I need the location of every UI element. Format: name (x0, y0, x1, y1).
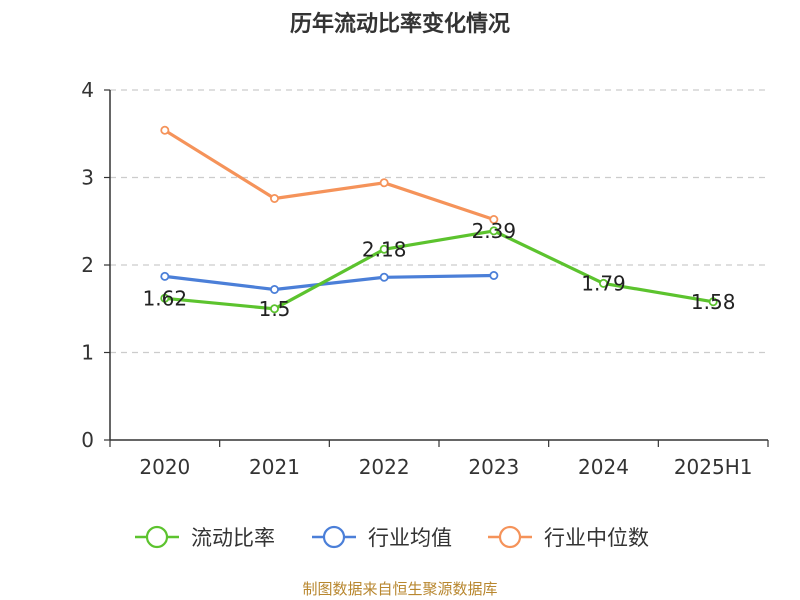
y-tick-label: 4 (81, 78, 94, 102)
data-label: 1.58 (691, 290, 736, 314)
x-tick-label: 2024 (578, 455, 629, 479)
data-point (599, 278, 609, 288)
series-lines (160, 125, 718, 314)
data-point (379, 244, 389, 254)
legend-marker (145, 525, 169, 549)
y-tick-label: 0 (81, 428, 94, 452)
data-point (269, 284, 279, 294)
data-labels: 1.62 1.5 2.18 2.39 1.79 1.58 (143, 219, 736, 321)
x-tick-label: 2020 (139, 455, 190, 479)
series-line (163, 128, 495, 222)
legend-marker (322, 525, 346, 549)
axes: 0 1 2 3 4 2020 2021 2022 2023 2024 2025H1 (81, 78, 769, 479)
data-point (708, 297, 718, 307)
data-label: 2.39 (472, 219, 517, 243)
data-point (379, 178, 389, 188)
data-label: 2.18 (362, 237, 407, 261)
data-point (489, 214, 499, 224)
data-point (269, 193, 279, 203)
y-tick-label: 2 (81, 253, 94, 277)
x-tick-label: 2022 (359, 455, 410, 479)
data-point (379, 272, 389, 282)
data-point (160, 271, 170, 281)
data-point (160, 293, 170, 303)
x-tick-label: 2023 (468, 455, 519, 479)
data-label: 1.62 (143, 286, 188, 310)
legend: 流动比率 行业均值 行业中位数 (135, 525, 649, 550)
legend-label: 行业中位数 (544, 526, 649, 550)
gridlines (110, 89, 768, 354)
source-note: 制图数据来自恒生聚源数据库 (302, 580, 498, 598)
data-point (489, 226, 499, 236)
data-label: 1.5 (259, 297, 291, 321)
x-tick-label: 2021 (249, 455, 300, 479)
y-tick-label: 3 (81, 166, 94, 190)
legend-label: 流动比率 (191, 526, 275, 550)
series-line (164, 229, 714, 311)
legend-marker (498, 525, 522, 549)
data-point (160, 125, 170, 135)
legend-label: 行业均值 (368, 526, 452, 550)
data-label: 1.79 (581, 271, 626, 295)
x-tick-label: 2025H1 (674, 455, 753, 479)
series-line (164, 273, 494, 292)
chart-title: 历年流动比率变化情况 (289, 12, 510, 37)
data-point (489, 270, 499, 280)
y-tick-label: 1 (81, 341, 94, 365)
data-point (269, 304, 279, 314)
